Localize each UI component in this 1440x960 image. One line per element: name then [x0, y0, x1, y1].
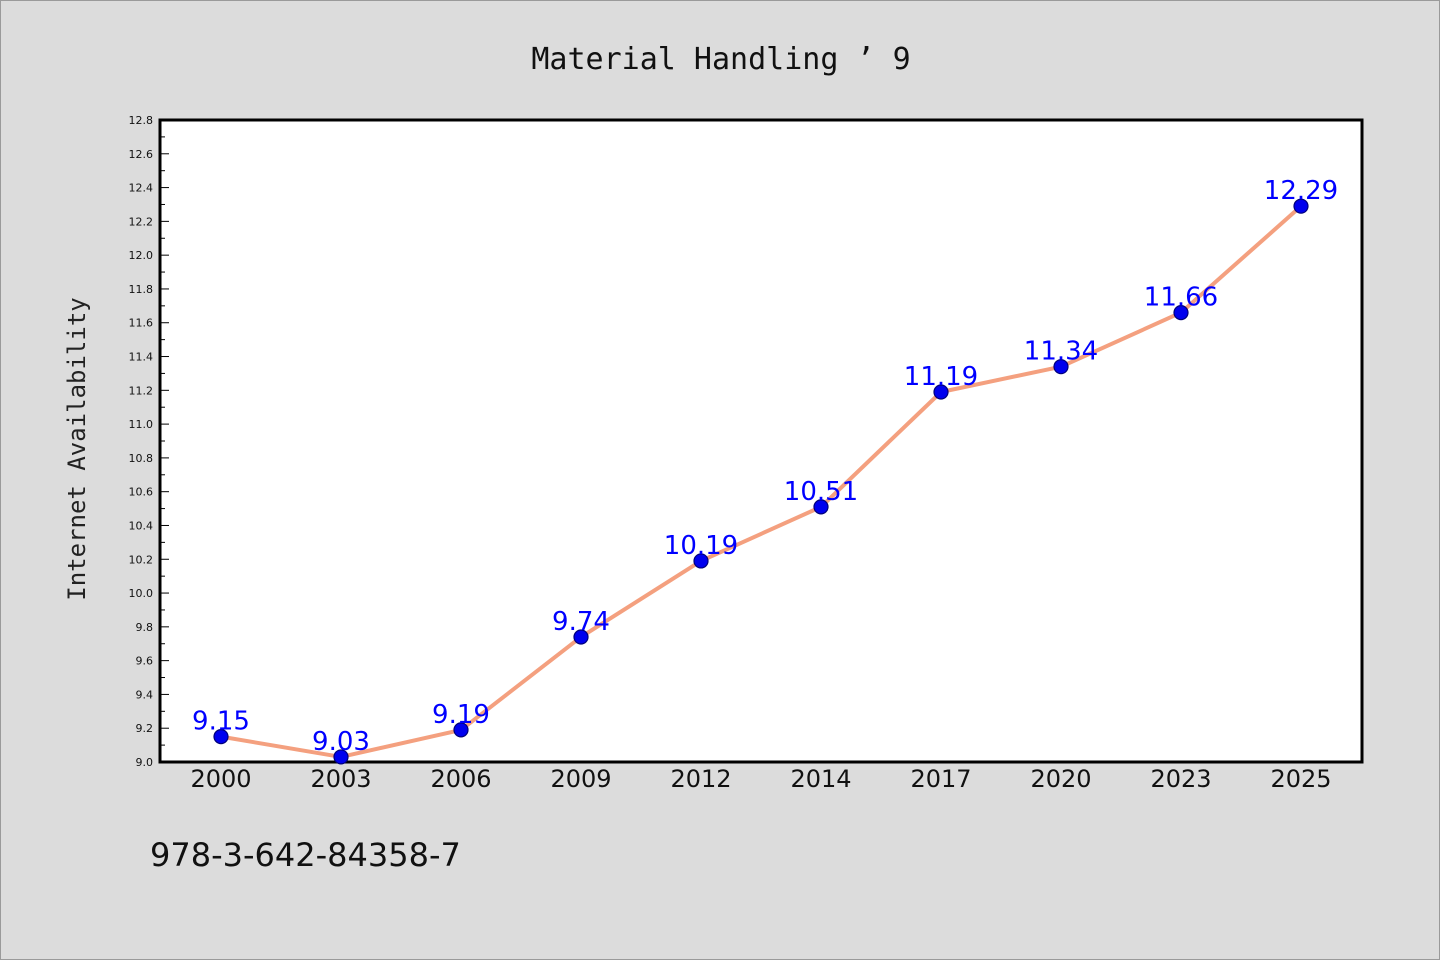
- data-point: [213, 729, 229, 745]
- data-label: 11.66: [1144, 283, 1218, 313]
- data-point: [333, 749, 349, 765]
- x-tick-label: 2003: [310, 765, 371, 793]
- series-line: [220, 204, 1303, 759]
- data-point: [933, 384, 949, 400]
- y-tick-label: 9.4: [136, 688, 154, 701]
- data-label: 9.19: [432, 700, 490, 730]
- y-tick-label: 10.6: [129, 486, 154, 499]
- x-tick-label: 2020: [1030, 765, 1091, 793]
- data-label: 9.03: [312, 727, 370, 757]
- y-axis: 9.0 9.2 9.4 9.6 9.8 10.0 10.2 10.4 10.6 10.8 11.0 1…: [129, 114, 169, 769]
- plot-area: [158, 118, 1364, 764]
- y-tick-label: 11.4: [129, 351, 154, 364]
- data-labels: 9.15 9.03 9.19 9.74 10.19 10.51 11.19 11.34 11.6…: [192, 176, 1338, 757]
- x-tick-label: 2023: [1150, 765, 1211, 793]
- y-tick-label: 10.4: [129, 519, 154, 532]
- data-point: [1053, 359, 1069, 375]
- y-tick-label: 12.8: [129, 114, 154, 127]
- data-label: 9.15: [192, 707, 250, 737]
- x-axis: 2000 2003 2006 2009 2012 2014 2017 2020 2023 2025: [190, 765, 1331, 793]
- x-tick-label: 2017: [910, 765, 971, 793]
- y-tick-label: 12.4: [129, 182, 154, 195]
- y-tick-label: 12.2: [129, 215, 154, 228]
- y-tick-label: 10.2: [129, 553, 154, 566]
- x-tick-label: 2000: [190, 765, 251, 793]
- y-tick-label: 9.2: [136, 722, 154, 735]
- y-tick-label: 9.6: [136, 655, 154, 668]
- data-point: [453, 722, 469, 738]
- x-tick-label: 2009: [550, 765, 611, 793]
- data-label: 12.29: [1264, 176, 1338, 206]
- y-tick-label: 12.0: [129, 249, 154, 262]
- chart-title: Material Handling ’ 9: [531, 42, 910, 77]
- data-point: [1293, 198, 1309, 214]
- x-tick-label: 2012: [670, 765, 731, 793]
- series-layer: [213, 198, 1309, 765]
- x-tick-label: 2006: [430, 765, 491, 793]
- y-tick-label: 10.0: [129, 587, 154, 600]
- y-tick-label: 9.0: [136, 756, 154, 769]
- data-label: 11.34: [1024, 337, 1098, 367]
- data-point: [693, 553, 709, 569]
- data-label: 10.51: [784, 477, 858, 507]
- data-point: [573, 629, 589, 645]
- y-tick-label: 10.8: [129, 452, 154, 465]
- data-point: [813, 499, 829, 515]
- y-tick-label: 9.8: [136, 621, 154, 634]
- y-tick-label: 11.0: [129, 418, 154, 431]
- y-tick-label: 11.6: [129, 317, 154, 330]
- y-tick-label: 11.8: [129, 283, 154, 296]
- y-tick-label: 12.6: [129, 148, 154, 161]
- y-tick-label: 11.2: [129, 384, 154, 397]
- data-label: 11.19: [904, 362, 978, 392]
- y-axis-label: Internet Availability: [63, 297, 91, 600]
- data-point: [1173, 305, 1189, 321]
- x-tick-label: 2025: [1270, 765, 1331, 793]
- footnote-isbn: 978-3-642-84358-7: [150, 836, 461, 874]
- x-tick-label: 2014: [790, 765, 851, 793]
- data-label: 9.74: [552, 607, 610, 637]
- data-label: 10.19: [664, 531, 738, 561]
